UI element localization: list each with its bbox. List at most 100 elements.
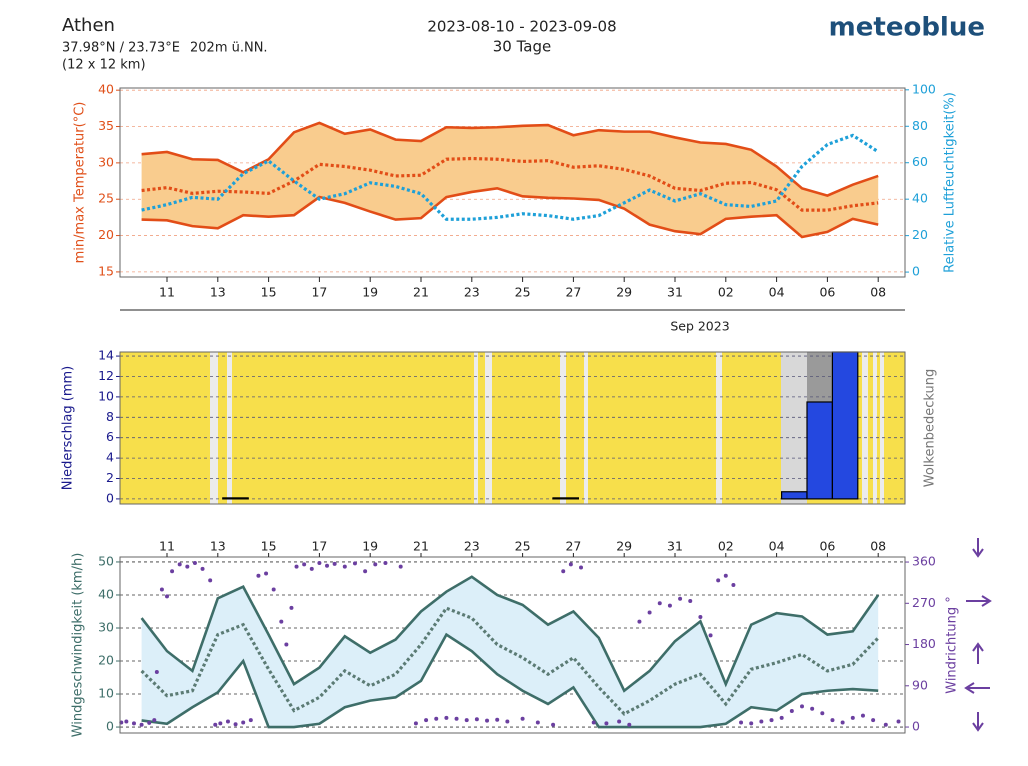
bar <box>806 401 833 500</box>
y-axis-title: Niederschlag (mm) <box>61 366 76 491</box>
series-line <box>141 156 879 212</box>
x-tick-label: 21 <box>413 285 429 300</box>
direction-dot <box>444 715 449 720</box>
x-tick-label: 11 <box>159 285 175 300</box>
direction-dot <box>185 564 190 569</box>
direction-dot <box>413 721 418 726</box>
direction-dot <box>177 562 182 567</box>
x-tick-label: 13 <box>210 285 226 300</box>
y-tick-label: 4 <box>106 450 114 465</box>
y2-tick-label: 180 <box>912 636 936 651</box>
y-tick-label: 20 <box>98 653 114 668</box>
direction-dot <box>769 718 774 723</box>
x-tick-label: 11 <box>159 539 175 554</box>
y-tick-label: 10 <box>98 388 114 403</box>
direction-dot <box>485 718 490 723</box>
direction-dot <box>617 719 622 724</box>
direction-dot <box>678 596 683 601</box>
direction-dot <box>225 719 230 724</box>
direction-dot <box>860 713 865 718</box>
y-tick-label: 25 <box>98 191 114 206</box>
direction-dot <box>759 719 764 724</box>
x-tick-label: 15 <box>261 285 277 300</box>
cloud-stripe <box>880 352 884 504</box>
y-axis-title: min/max Temperatur(°C) <box>73 102 88 264</box>
direction-dot <box>535 720 540 725</box>
direction-dot <box>200 566 205 571</box>
direction-dot <box>789 709 794 713</box>
direction-dot <box>124 719 129 724</box>
cloud-cover <box>210 352 884 504</box>
period: 2023-08-10 - 2023-09-08 <box>427 18 616 36</box>
direction-dot <box>810 706 815 711</box>
y2-tick-label: 100 <box>912 81 936 96</box>
direction-dot <box>840 720 845 725</box>
x-tick-label: 08 <box>870 539 886 554</box>
y2-tick-label: 0 <box>912 719 920 734</box>
direction-dot <box>284 642 289 647</box>
direction-dot <box>667 603 672 608</box>
x-tick-label: 25 <box>515 285 531 300</box>
y-tick-label: 6 <box>106 429 114 444</box>
y-tick-label: 14 <box>98 348 114 363</box>
y-tick-label: 40 <box>98 82 114 97</box>
y2-axis-title: Wolkenbedeckung <box>923 369 938 487</box>
y2-tick-label: 20 <box>912 227 928 242</box>
y-axis-title: Windgeschwindigkeit (km/h) <box>71 553 86 738</box>
x-tick-label: 25 <box>515 539 531 554</box>
direction-dot <box>883 722 888 727</box>
direction-dot <box>495 717 500 722</box>
plot-frame <box>119 87 906 278</box>
direction-dot <box>647 610 652 615</box>
x-tick-label: 31 <box>667 539 683 554</box>
wind-arrows <box>964 538 992 732</box>
direction-dot <box>294 564 299 569</box>
bar <box>552 497 579 500</box>
arrow <box>972 712 984 732</box>
y2-tick-label: 0 <box>912 264 920 279</box>
direction-dot <box>289 605 294 610</box>
direction-dot <box>591 720 596 725</box>
direction-dot <box>731 582 736 587</box>
direction-dot <box>342 564 347 569</box>
x-tick-label: 06 <box>819 285 835 300</box>
y-tick-label: 30 <box>98 619 114 634</box>
direction-dot <box>213 722 218 727</box>
direction-dot <box>170 569 175 574</box>
x-tick-label: 27 <box>565 539 581 554</box>
x-tick-label: 13 <box>210 539 226 554</box>
x-tick-label: 19 <box>362 285 378 300</box>
y2-tick-label: 60 <box>912 154 928 169</box>
y2-axis-title: Relative Luftfeuchtigkeit(%) <box>943 92 958 273</box>
direction-dot <box>604 721 609 726</box>
y-tick-label: 0 <box>106 719 114 734</box>
series-line <box>141 186 879 239</box>
location: Athen <box>62 15 115 36</box>
cloud-stripe <box>227 352 232 504</box>
y2-tick-label: 360 <box>912 554 936 569</box>
y-tick-label: 15 <box>98 263 114 278</box>
x-tick-label: 31 <box>667 285 683 300</box>
coords: 37.98°N / 23.73°E <box>62 41 180 56</box>
y-tick-label: 12 <box>98 368 114 383</box>
direction-dot <box>830 718 835 723</box>
direction-dot <box>256 573 261 578</box>
x-tick-label: 29 <box>616 539 632 554</box>
elevation: 202m ü.NN. <box>190 41 268 56</box>
direction-dot <box>800 704 804 709</box>
x-tick-label: 06 <box>819 539 835 554</box>
y2-tick-label: 40 <box>912 191 928 206</box>
direction-dot <box>474 717 479 722</box>
cloud-stripe <box>560 352 566 504</box>
direction-dot <box>627 722 632 727</box>
direction-dot <box>317 560 322 565</box>
x-tick-label: 27 <box>565 285 581 300</box>
direction-dot <box>637 619 642 624</box>
direction-dot <box>454 716 459 721</box>
cloud-stripe <box>873 352 877 504</box>
plot-frame <box>119 556 906 734</box>
y-tick-label: 2 <box>106 470 114 485</box>
y-tick-label: 50 <box>98 553 114 568</box>
